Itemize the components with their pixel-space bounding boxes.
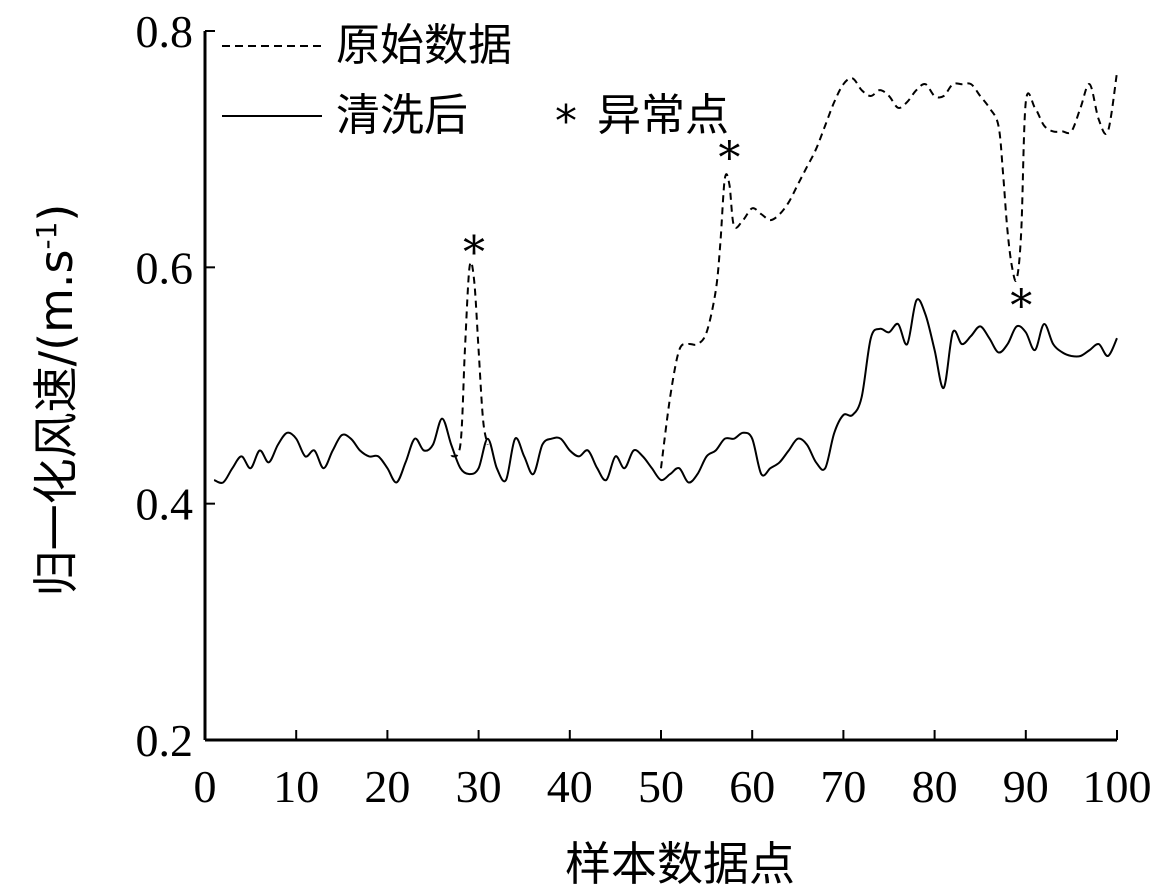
- outlier-marker: *: [463, 228, 485, 279]
- series-raw-line: [660, 72, 1118, 469]
- outlier-markers: * * *: [463, 133, 1032, 332]
- x-tick-label: 70: [820, 761, 866, 812]
- y-axis-label: 归一化风速/(m.s-1): [29, 204, 83, 597]
- y-tick-label: 0.6: [136, 242, 194, 293]
- x-tick-label: 20: [364, 761, 410, 812]
- legend-outlier-marker: *: [555, 96, 577, 147]
- series-layer: [213, 72, 1118, 484]
- series-raw-line: [450, 261, 489, 458]
- series-clean-line: [213, 298, 1118, 484]
- y-tick-label: 0.8: [136, 6, 194, 57]
- y-axis-label-text: 归一化风速/(m.s: [29, 250, 83, 597]
- x-tick-label: 30: [456, 761, 502, 812]
- x-tick-label: 60: [729, 761, 775, 812]
- legend-outlier-label: 异常点: [597, 90, 729, 141]
- y-axis-label-superscript: -1: [30, 222, 63, 250]
- legend-raw-label: 原始数据: [336, 20, 512, 71]
- outlier-marker: *: [1010, 281, 1032, 332]
- y-tick-label: 0.2: [136, 715, 194, 766]
- x-tick-label: 40: [547, 761, 593, 812]
- legend-clean-label: 清洗后: [336, 90, 468, 141]
- y-ticks: 0.2 0.4 0.6 0.8: [136, 6, 215, 766]
- outlier-marker: *: [718, 133, 740, 184]
- x-tick-label: 80: [912, 761, 958, 812]
- legend: 原始数据 清洗后 * 异常点: [222, 20, 729, 147]
- x-tick-label: 100: [1083, 761, 1152, 812]
- x-tick-label: 10: [273, 761, 319, 812]
- x-axis-label: 样本数据点: [565, 837, 795, 891]
- x-tick-label: 50: [638, 761, 684, 812]
- x-tick-label: 90: [1003, 761, 1049, 812]
- y-tick-label: 0.4: [136, 479, 194, 530]
- x-ticks: 0 10 20 30 40 50 60 70 80 90 100: [194, 730, 1152, 812]
- x-tick-label: 0: [194, 761, 217, 812]
- y-axis-label-close: ): [29, 204, 83, 222]
